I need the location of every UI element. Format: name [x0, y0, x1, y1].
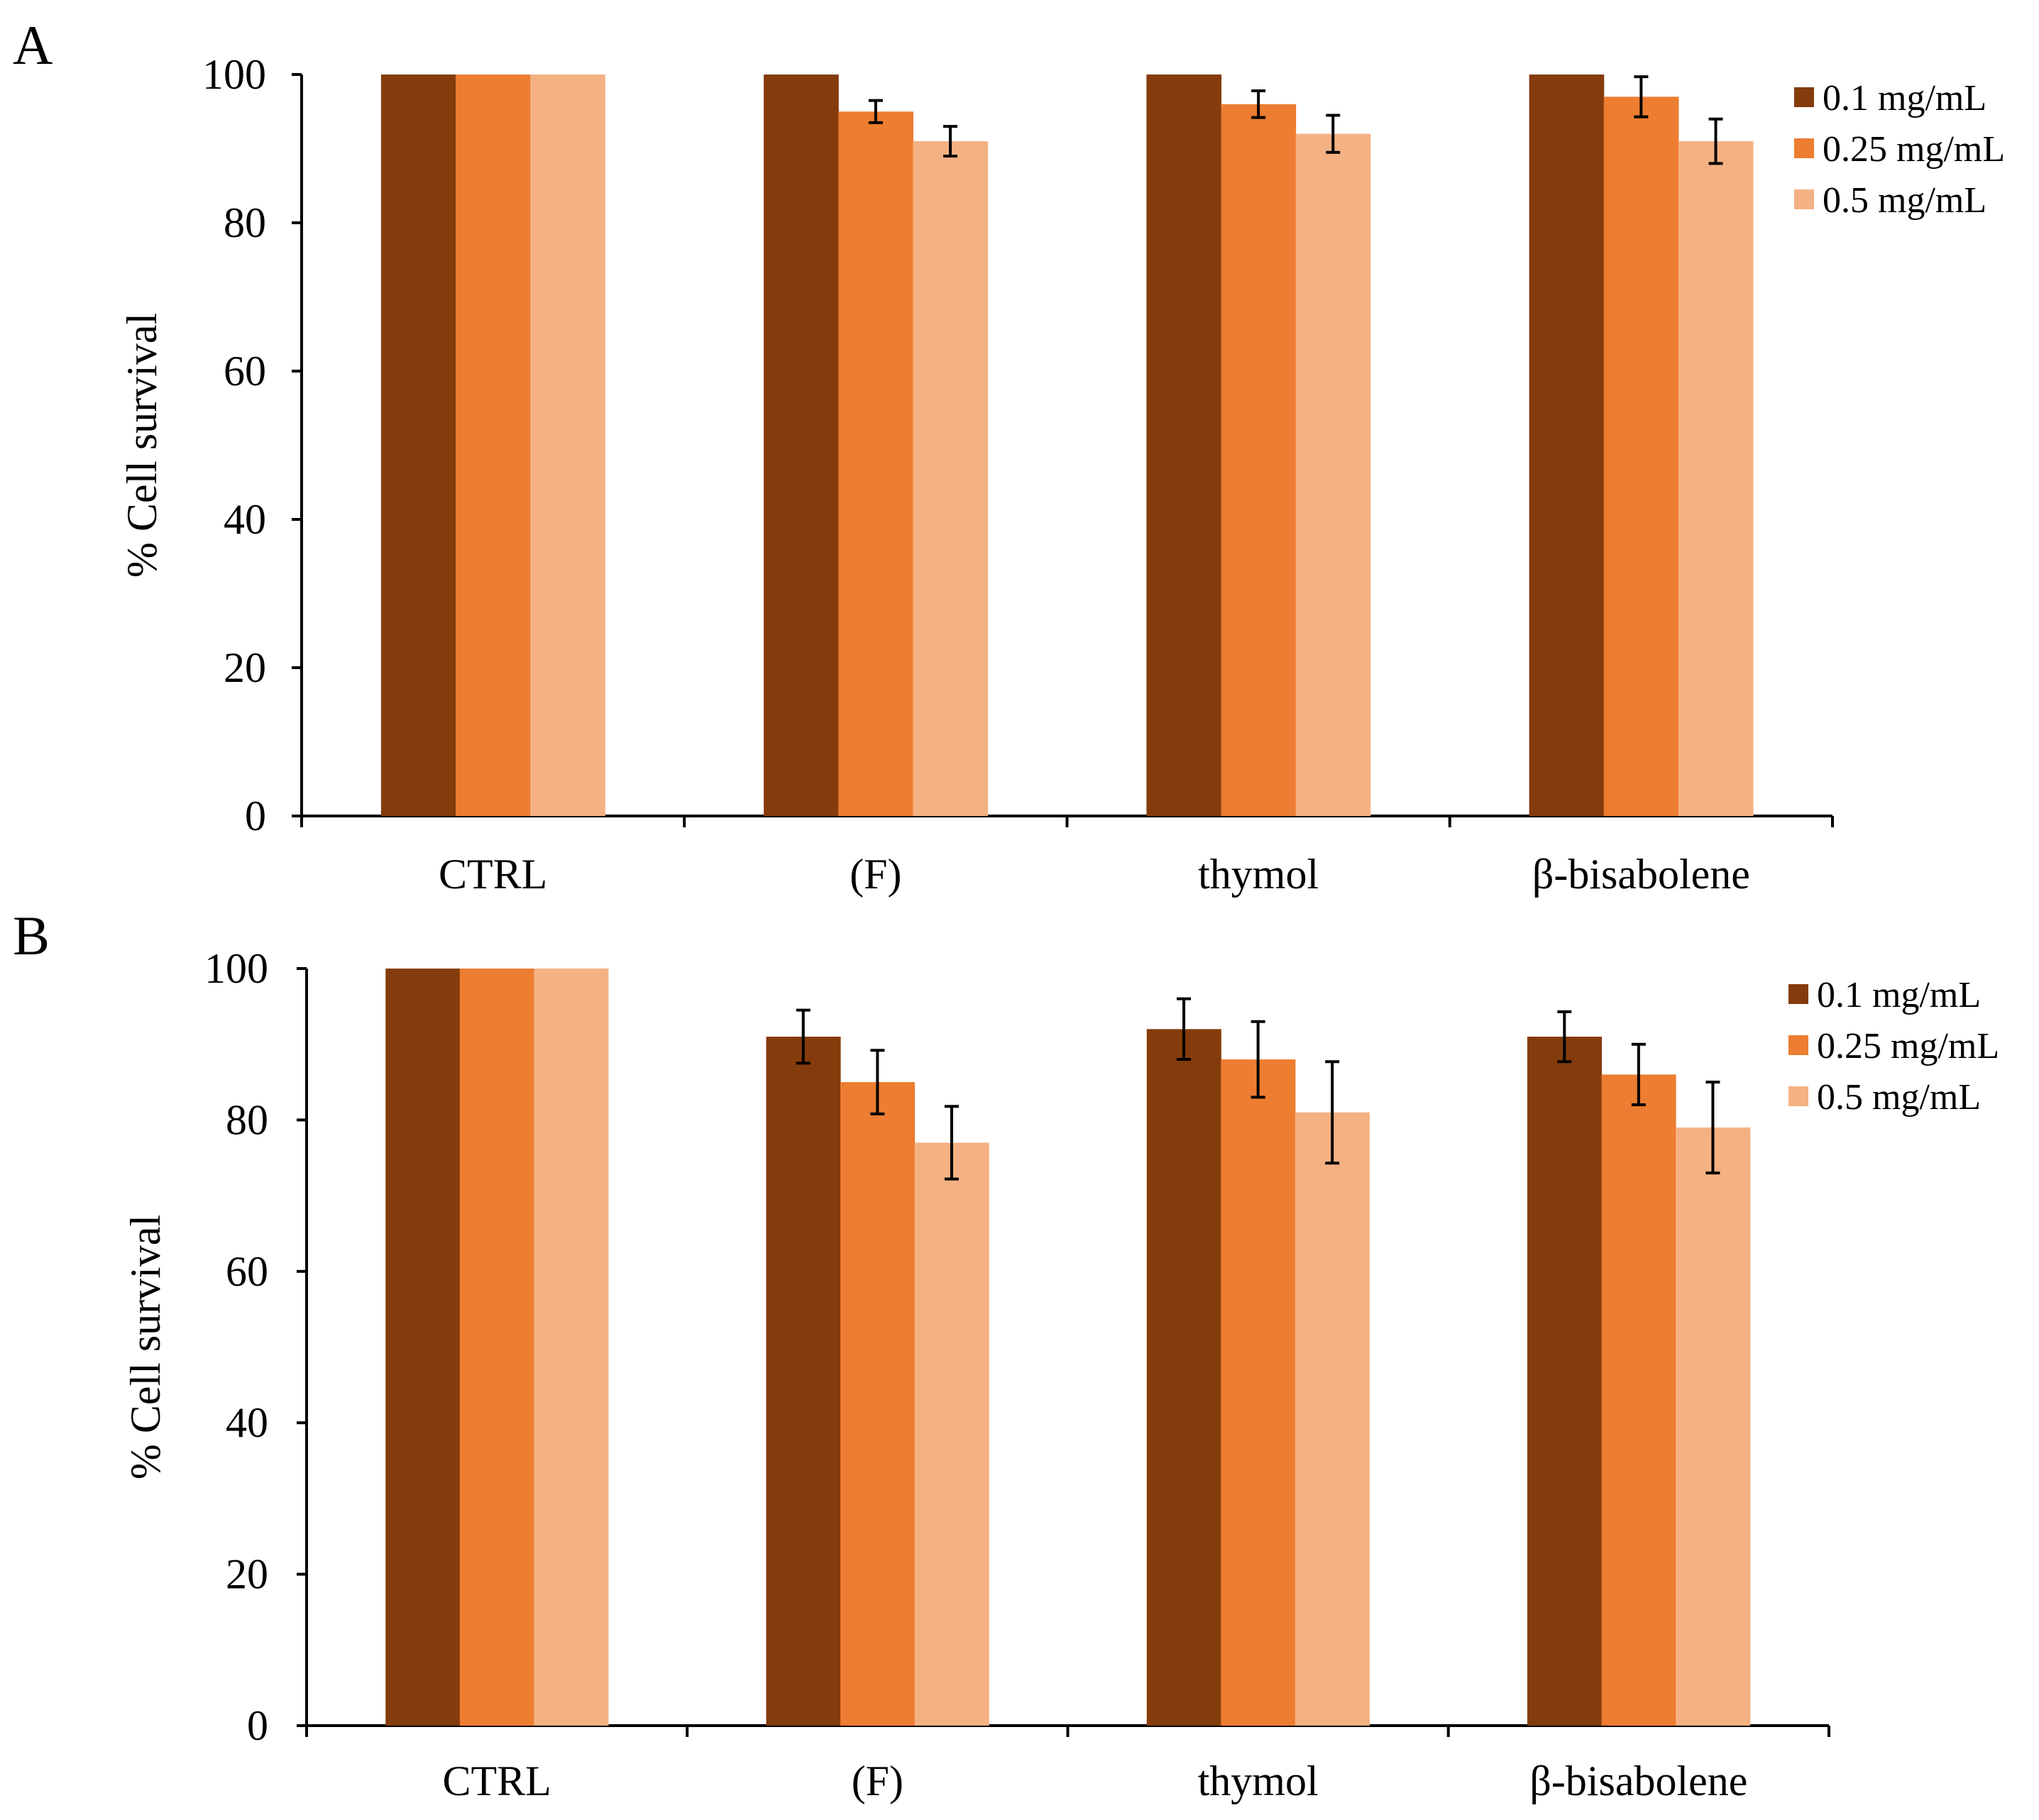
y-tick-label: 0: [247, 1702, 268, 1749]
bar: [764, 75, 839, 816]
y-tick-label: 60: [224, 348, 266, 395]
bar: [1295, 1112, 1370, 1726]
legend-swatch: [1788, 1086, 1808, 1106]
bar: [913, 141, 989, 817]
legend-label: 0.25 mg/mL: [1817, 1026, 1999, 1066]
bar: [385, 969, 461, 1726]
x-category-label: (F): [852, 1758, 903, 1804]
legend-label: 0.5 mg/mL: [1823, 180, 1986, 221]
y-tick-label: 100: [202, 51, 266, 98]
legend-swatch: [1794, 189, 1814, 209]
bar: [838, 111, 913, 816]
bar: [1146, 1029, 1221, 1726]
bar: [459, 969, 534, 1726]
y-tick-label: 20: [224, 644, 266, 691]
y-tick-label: 80: [224, 199, 266, 246]
panel-label: B: [13, 905, 50, 966]
legend-label: 0.5 mg/mL: [1817, 1077, 1981, 1118]
y-tick-label: 40: [226, 1399, 268, 1446]
bar: [1295, 133, 1371, 817]
x-category-label: β-bisabolene: [1532, 851, 1750, 898]
y-axis-title: % Cell survival: [119, 313, 165, 578]
bar: [1527, 1037, 1603, 1726]
y-axis-title: % Cell survival: [122, 1215, 169, 1479]
bar: [1221, 1059, 1296, 1726]
bar: [766, 1037, 841, 1726]
y-tick-label: 100: [204, 945, 268, 992]
x-category-label: thymol: [1198, 851, 1319, 898]
x-category-label: CTRL: [442, 1758, 551, 1804]
x-category-label: CTRL: [439, 851, 547, 898]
y-tick-label: 40: [224, 496, 266, 543]
legend-label: 0.1 mg/mL: [1823, 78, 1986, 118]
bar: [1603, 96, 1679, 817]
x-category-label: β-bisabolene: [1529, 1758, 1747, 1804]
bar: [534, 969, 609, 1726]
y-tick-label: 60: [226, 1248, 268, 1295]
bar: [1676, 1127, 1751, 1726]
legend-label: 0.25 mg/mL: [1823, 129, 2005, 170]
bar: [1146, 75, 1222, 816]
legend-swatch: [1788, 1035, 1808, 1055]
x-category-label: thymol: [1198, 1758, 1319, 1804]
x-category-label: (F): [850, 851, 901, 898]
legend-swatch: [1794, 87, 1814, 107]
legend-swatch: [1788, 984, 1808, 1004]
panel-label: A: [13, 14, 53, 76]
bar: [530, 75, 605, 816]
y-tick-label: 0: [245, 793, 266, 839]
chart-panel-b: B 0 20 40 60 80 100 % Cell survival CTRL (F) thymo…: [13, 905, 1999, 1804]
legend-swatch: [1794, 138, 1814, 158]
bar: [840, 1082, 916, 1726]
bar: [1678, 141, 1754, 817]
chart-panel-a: A 0 20 40 60 80 100 % Cell survival CTRL (F) thymo…: [13, 14, 2005, 898]
bar: [456, 75, 531, 816]
bar: [914, 1142, 989, 1726]
bar: [380, 75, 456, 816]
bar: [1221, 104, 1297, 817]
y-tick-label: 80: [226, 1096, 268, 1143]
y-tick-label: 20: [226, 1551, 268, 1598]
bar: [1529, 75, 1605, 816]
bar: [1601, 1074, 1676, 1726]
legend-label: 0.1 mg/mL: [1817, 975, 1981, 1015]
